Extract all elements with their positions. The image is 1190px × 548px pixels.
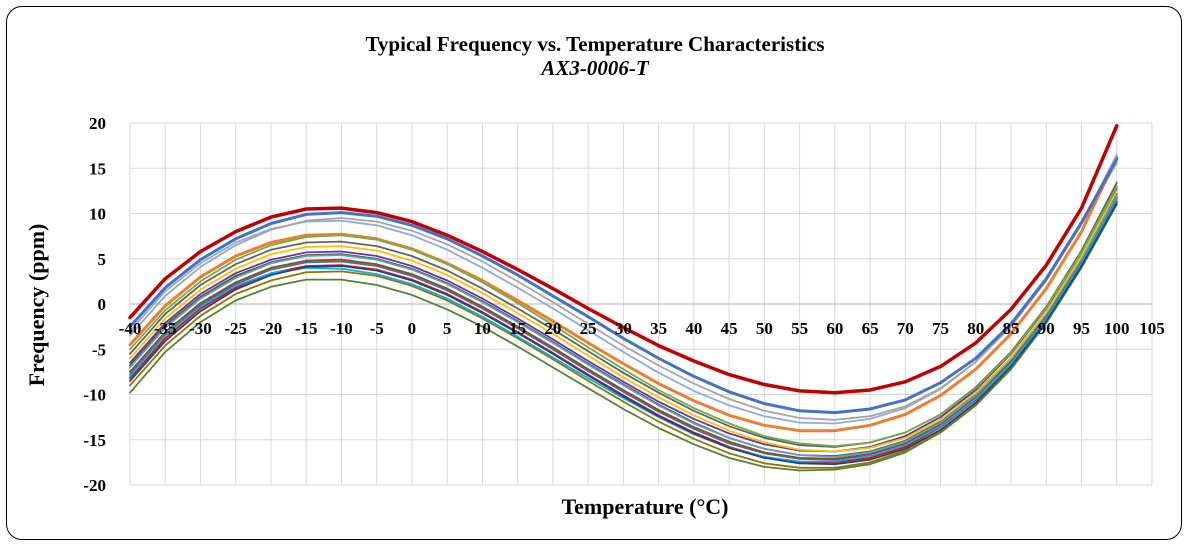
y-tick-label: 5 <box>98 250 107 269</box>
series-line-6 <box>129 189 1118 453</box>
chart-frame <box>6 6 1182 540</box>
series-line-12 <box>129 203 1118 472</box>
x-tick-label: 100 <box>1104 319 1130 338</box>
series-line-5 <box>128 155 1119 433</box>
x-tick-label: 30 <box>615 319 632 338</box>
x-tick-label: -35 <box>154 319 177 338</box>
series-line-8 <box>129 201 1118 466</box>
x-tick-label: 45 <box>721 319 738 338</box>
y-tick-label: -15 <box>83 431 106 450</box>
y-tick-label: -5 <box>92 340 106 359</box>
x-tick-label: 20 <box>544 319 561 338</box>
x-tick-label: 50 <box>756 319 773 338</box>
y-tick-label: 15 <box>89 159 106 178</box>
x-tick-label: -40 <box>119 319 142 338</box>
series-line-4 <box>129 185 1118 448</box>
x-tick-label: 85 <box>1003 319 1020 338</box>
series-line-3 <box>129 153 1118 421</box>
x-tick-label: 55 <box>791 319 808 338</box>
x-tick-label: 80 <box>967 319 984 338</box>
y-tick-label: -10 <box>83 386 106 405</box>
chart-title: Typical Frequency vs. Temperature Charac… <box>365 32 825 56</box>
series-line-10 <box>129 187 1118 453</box>
series-layer <box>128 123 1119 472</box>
x-tick-label: 65 <box>862 319 879 338</box>
y-axis-label: Frequency (ppm) <box>24 223 49 387</box>
y-tick-label: 20 <box>89 114 106 133</box>
series-line-1 <box>128 123 1119 395</box>
x-tick-label: -30 <box>189 319 212 338</box>
x-tick-label: 0 <box>408 319 417 338</box>
x-tick-label: 25 <box>580 319 597 338</box>
y-tick-label: 0 <box>98 295 107 314</box>
x-tick-label: -20 <box>260 319 283 338</box>
x-tick-label: 35 <box>650 319 667 338</box>
x-tick-label: 70 <box>897 319 914 338</box>
grid-lines <box>129 122 1153 486</box>
x-tick-label: -10 <box>330 319 353 338</box>
x-tick-label: -5 <box>370 319 384 338</box>
x-tick-label: 105 <box>1139 319 1165 338</box>
x-tick-label: -25 <box>224 319 247 338</box>
x-tick-label: 15 <box>509 319 526 338</box>
x-tick-label: 75 <box>932 319 949 338</box>
x-tick-label: 5 <box>443 319 452 338</box>
x-tick-label: 95 <box>1073 319 1090 338</box>
y-tick-labels: -20 -15 -10 -5 0 5 10 15 20 <box>83 114 106 495</box>
y-tick-label: 10 <box>89 205 106 224</box>
x-tick-label: 90 <box>1038 319 1055 338</box>
x-tick-label: 40 <box>685 319 702 338</box>
y-tick-label: -20 <box>83 476 106 495</box>
x-axis-label: Temperature (°C) <box>561 494 729 519</box>
x-tick-label: 10 <box>474 319 491 338</box>
series-line-7 <box>129 194 1118 458</box>
series-line-2 <box>128 157 1119 415</box>
series-line-11 <box>129 196 1118 460</box>
x-tick-label: 60 <box>826 319 843 338</box>
chart-subtitle: AX3-0006-T <box>541 56 649 80</box>
x-tick-label: -15 <box>295 319 318 338</box>
x-tick-labels: -40 -35 -30 -25 -20 -15 -10 -5 0 5 10 15 20 25 30 35 40 4… <box>119 319 1165 338</box>
